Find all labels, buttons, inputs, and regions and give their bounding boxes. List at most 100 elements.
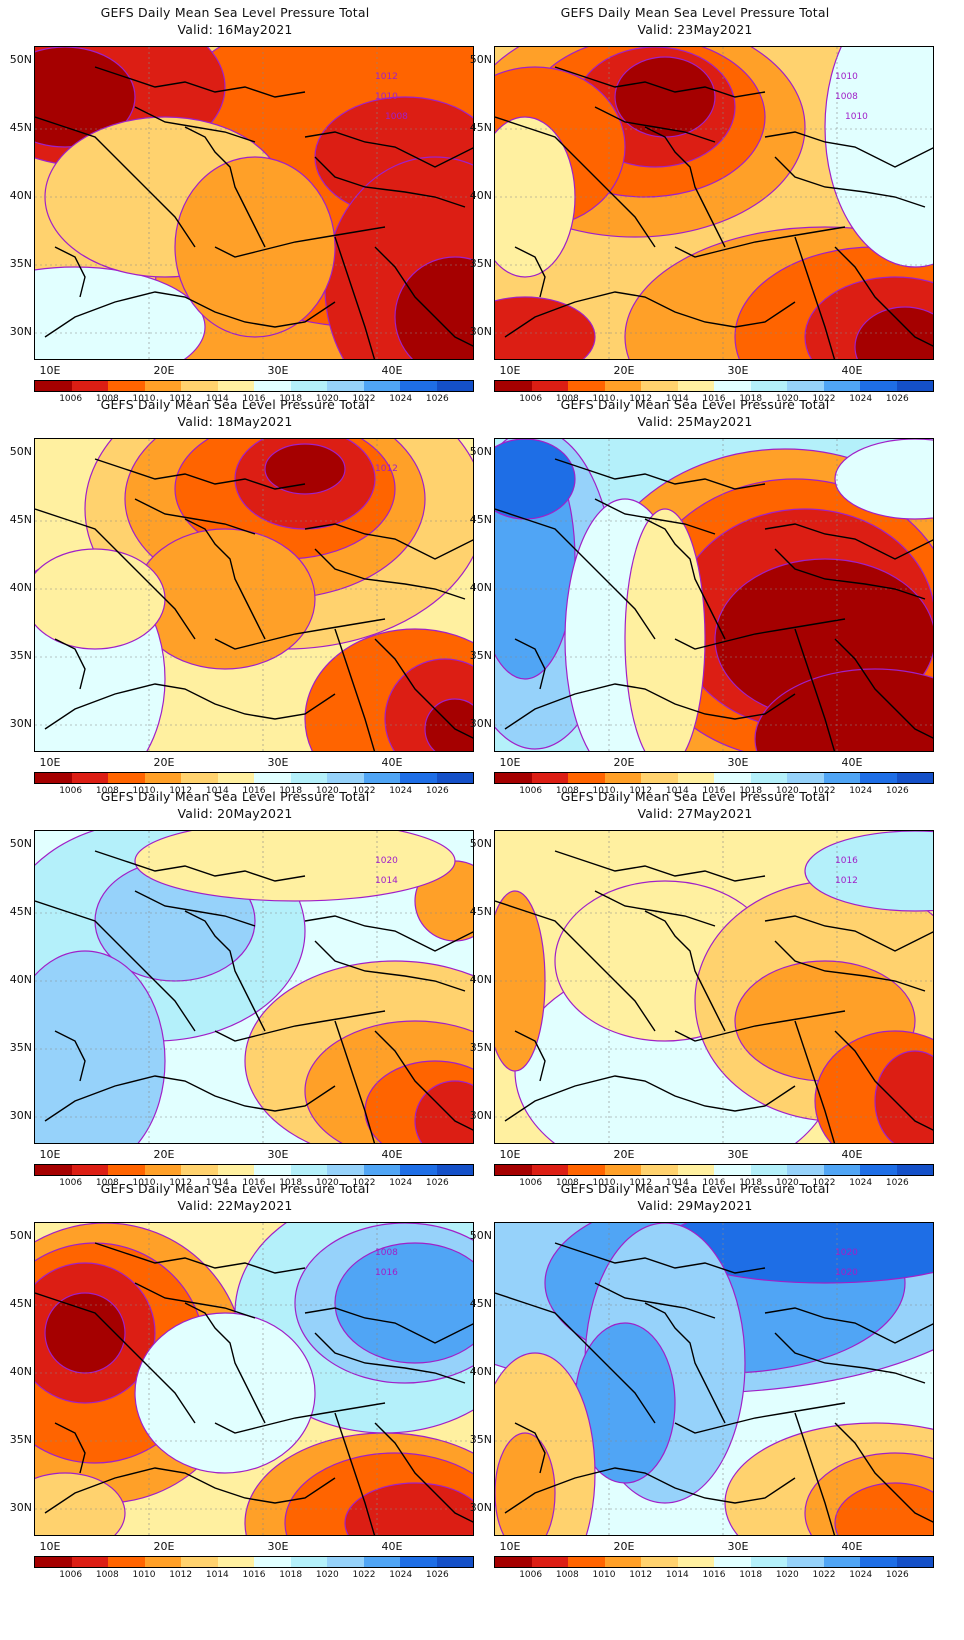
lon-label: 30E (727, 1148, 749, 1161)
colorbar-segment (860, 381, 897, 391)
colorbar-segment (327, 773, 364, 783)
coastline-border (214, 1010, 386, 1042)
lat-label: 50N (469, 53, 492, 66)
panel-title: GEFS Daily Mean Sea Level Pressure Total… (460, 1180, 930, 1214)
colorbar-label: 1006 (59, 394, 83, 404)
colorbar-label: 1016 (702, 394, 726, 404)
lat-label: 30N (469, 1109, 492, 1122)
colorbar-segment (568, 773, 605, 783)
colorbar-label: 1008 (555, 394, 579, 404)
colorbar-segment (896, 773, 933, 783)
lat-label: 40N (469, 189, 492, 202)
pressure-contour-region (834, 439, 933, 520)
coastline-border (35, 900, 196, 1032)
coastline-border (764, 523, 933, 560)
coastline-border (495, 1292, 656, 1424)
colorbar-segment (531, 1557, 568, 1567)
lon-label: 40E (841, 364, 863, 377)
colorbar-segment (714, 1557, 751, 1567)
coastline-border (674, 226, 846, 258)
colorbar (494, 1164, 934, 1176)
lat-label: 50N (9, 837, 32, 850)
lat-label: 50N (469, 445, 492, 458)
coastline-border (184, 126, 266, 248)
colorbar-segment (254, 773, 291, 783)
colorbar-segment (823, 1557, 860, 1567)
colorbar-segment (400, 773, 437, 783)
pressure-contour-region (134, 1312, 316, 1474)
pressure-contour-region (414, 1080, 473, 1143)
colorbar-segment (400, 381, 437, 391)
lon-label: 40E (841, 1540, 863, 1553)
coastline-border (674, 1010, 846, 1042)
colorbar-label: 1014 (665, 394, 689, 404)
colorbar-segment (71, 381, 108, 391)
colorbar-segment (290, 1557, 327, 1567)
colorbar-label: 1008 (95, 786, 119, 796)
coastline-border (304, 915, 473, 952)
pressure-contour-region (35, 950, 166, 1143)
coastline-border (794, 1020, 836, 1143)
colorbar-label: 1010 (132, 1570, 156, 1580)
contour-label: 1010 (835, 72, 858, 82)
coastline-border (504, 683, 796, 730)
colorbar-segment (144, 381, 181, 391)
pressure-contour-region (614, 56, 716, 138)
contour-label: 1020 (375, 856, 398, 866)
coastline-border (764, 915, 933, 952)
colorbar-segment (604, 1557, 641, 1567)
panel-title: GEFS Daily Mean Sea Level Pressure Total… (460, 4, 930, 38)
lon-label: 10E (499, 756, 521, 769)
colorbar-label: 1008 (555, 1570, 579, 1580)
colorbar-label: 1014 (665, 1178, 689, 1188)
map-panel: GEFS Daily Mean Sea Level Pressure Total… (0, 0, 474, 408)
colorbar-segment (531, 1165, 568, 1175)
colorbar-label: 1008 (95, 394, 119, 404)
colorbar-label: 1006 (519, 1178, 543, 1188)
lon-label: 10E (39, 756, 61, 769)
colorbar-segment (677, 1557, 714, 1567)
colorbar-segment (290, 773, 327, 783)
coastline-border (554, 458, 766, 490)
pressure-field: 1008 1016 (35, 1223, 473, 1535)
colorbar-label: 1020 (775, 786, 799, 796)
colorbar-segment (144, 1165, 181, 1175)
lat-label: 30N (469, 325, 492, 338)
contour-label: 1012 (375, 72, 398, 82)
colorbar-segment (35, 1165, 72, 1175)
panel-title: GEFS Daily Mean Sea Level Pressure Total… (0, 396, 470, 430)
colorbar-label: 1012 (169, 786, 193, 796)
panel-title: GEFS Daily Mean Sea Level Pressure Total… (0, 1180, 470, 1214)
coastline-border (54, 638, 86, 690)
lon-label: 20E (153, 1148, 175, 1161)
colorbar-label: 1024 (389, 1570, 413, 1580)
coastline-border (644, 910, 726, 1032)
colorbar-segment (750, 1165, 787, 1175)
pressure-contour-region (424, 698, 473, 751)
coastline-border (794, 236, 836, 359)
contour-label: 1020 (835, 1268, 858, 1278)
lon-label: 30E (727, 756, 749, 769)
lat-label: 30N (469, 717, 492, 730)
coastline-border (834, 638, 933, 739)
lat-label: 35N (469, 649, 492, 662)
panel-title-line: GEFS Daily Mean Sea Level Pressure Total (560, 397, 830, 412)
coastline-border (314, 1332, 466, 1384)
colorbar-label: 1008 (555, 1178, 579, 1188)
contour-label: 1014 (375, 876, 398, 886)
lat-label: 50N (9, 1229, 32, 1242)
coastline-border (554, 66, 766, 98)
coastline-border (134, 106, 256, 143)
colorbar-segment (254, 381, 291, 391)
colorbar-label: 1006 (59, 1570, 83, 1580)
lon-label: 30E (727, 1540, 749, 1553)
colorbar-label: 1010 (132, 394, 156, 404)
pressure-contour-region (394, 256, 473, 359)
colorbar-label: 1026 (885, 1570, 909, 1580)
panel-title: GEFS Daily Mean Sea Level Pressure Total… (460, 788, 930, 822)
lat-label: 30N (469, 1501, 492, 1514)
colorbar-segment (641, 773, 678, 783)
coastline-border (44, 1467, 336, 1514)
pressure-contour-region (834, 1482, 933, 1535)
colorbar-segment (108, 773, 145, 783)
